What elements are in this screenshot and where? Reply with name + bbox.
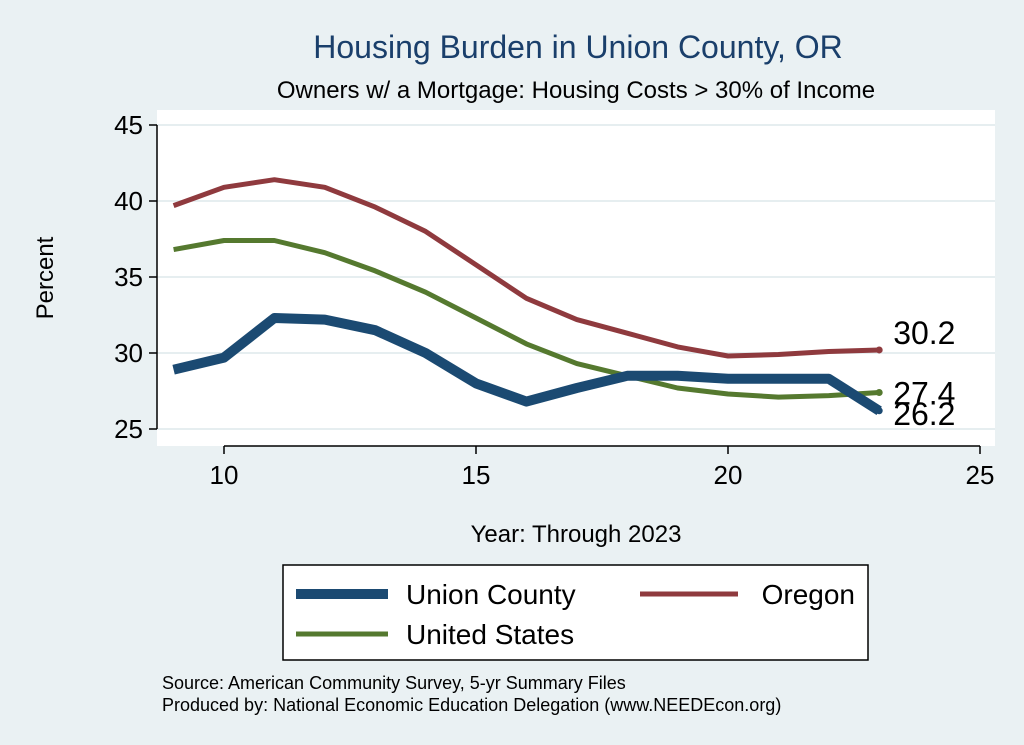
legend: Union County Oregon United States: [282, 564, 869, 661]
chart-subtitle: Owners w/ a Mortgage: Housing Costs > 30…: [277, 77, 875, 104]
x-tick-label: 15: [462, 460, 491, 490]
x-tick-label: 20: [714, 460, 743, 490]
series-line-union-county: [172, 313, 882, 416]
series-lines: [172, 177, 882, 416]
footnote-producer: Produced by: National Economic Education…: [162, 695, 781, 715]
end-marker: [875, 389, 883, 397]
end-label-union-county: 26.2: [893, 396, 955, 432]
axes: 25 30 35 40 45 10 15 20 25: [114, 110, 994, 490]
x-axis-title: Year: Through 2023: [471, 521, 682, 548]
y-axis-title: Percent: [32, 236, 59, 319]
legend-label-union-county: Union County: [406, 579, 576, 610]
series-line-united-states: [173, 238, 880, 400]
legend-label-oregon: Oregon: [762, 579, 855, 610]
end-labels: 26.2 30.2 27.4: [875, 315, 955, 432]
y-tick-label: 25: [114, 414, 143, 444]
series-line-oregon: [172, 177, 880, 359]
end-marker: [875, 407, 883, 415]
end-label-united-states: 27.4: [893, 376, 955, 412]
end-label-oregon: 30.2: [893, 315, 955, 351]
y-tick-label: 35: [114, 262, 143, 292]
y-tick-label: 40: [114, 186, 143, 216]
legend-label-united-states: United States: [406, 619, 574, 650]
legend-box: [282, 564, 869, 661]
grid-lines: [157, 124, 995, 430]
chart-title: Housing Burden in Union County, OR: [313, 29, 842, 65]
footnote-source: Source: American Community Survey, 5-yr …: [162, 673, 626, 693]
x-tick-label: 10: [210, 460, 239, 490]
x-tick-label: 25: [966, 460, 995, 490]
end-marker: [875, 346, 883, 354]
y-tick-label: 45: [114, 110, 143, 140]
y-tick-label: 30: [114, 338, 143, 368]
